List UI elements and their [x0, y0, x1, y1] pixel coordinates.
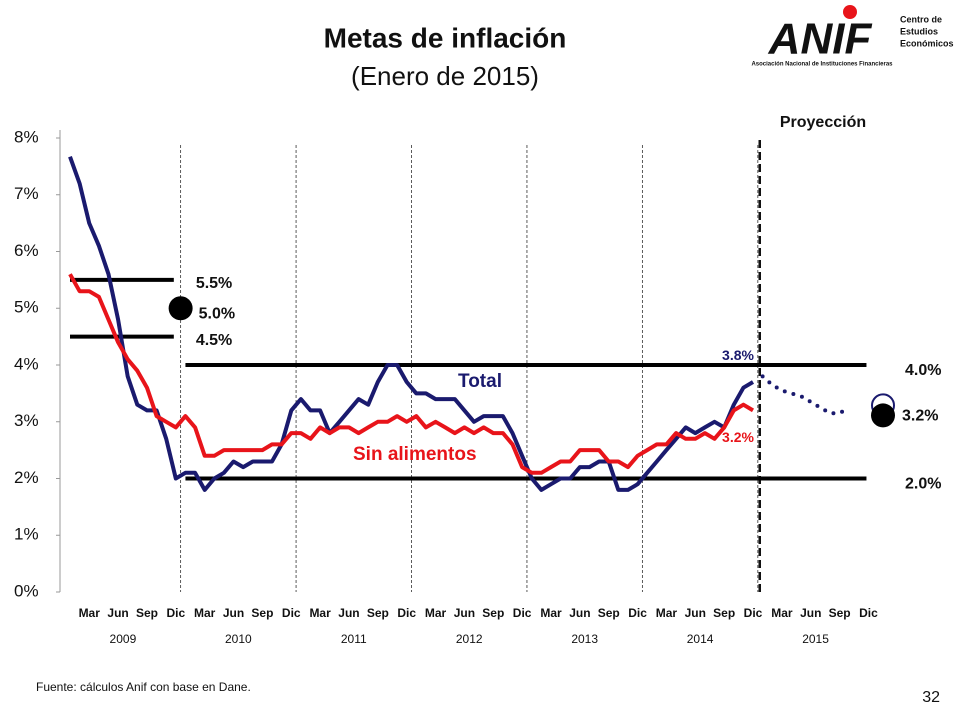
y-tick-label: 4% — [14, 354, 39, 373]
end-label: 3.2% — [722, 429, 754, 445]
x-tick-label: Mar — [309, 606, 331, 620]
x-tick-label: Mar — [656, 606, 678, 620]
y-tick-label: 6% — [14, 241, 39, 260]
x-tick-label: Dic — [513, 606, 532, 620]
target-point — [871, 403, 895, 428]
x-tick-label: Dic — [397, 606, 416, 620]
x-tick-label: Dic — [282, 606, 301, 620]
x-tick-label: Dic — [744, 606, 763, 620]
line-series — [68, 156, 755, 492]
logo-dot — [843, 5, 857, 19]
series-label: Sin alimentos — [353, 444, 477, 465]
x-tick-label: Sep — [136, 606, 158, 620]
year-label: 2009 — [110, 632, 137, 646]
x-tick-label: Sep — [598, 606, 620, 620]
target-label: 2.0% — [905, 476, 941, 493]
y-tick-label: 1% — [14, 525, 39, 544]
logo: ANIF Centro de Estudios Económicos Asoci… — [751, 5, 954, 68]
year-label: 2010 — [225, 632, 252, 646]
end-label: 3.8% — [722, 347, 754, 363]
x-tick-label: Mar — [79, 606, 101, 620]
logo-text: Estudios — [900, 26, 938, 36]
x-tick-label: Jun — [223, 606, 244, 620]
logo-tagline: Asociación Nacional de Instituciones Fin… — [751, 62, 893, 68]
chart-subtitle: (Enero de 2015) — [351, 61, 539, 91]
x-tick-label: Dic — [859, 606, 878, 620]
x-tick-label: Jun — [107, 606, 128, 620]
y-tick-label: 8% — [14, 127, 39, 146]
logo-text: Económicos — [900, 38, 954, 48]
x-tick-label: Jun — [338, 606, 359, 620]
x-tick-label: Sep — [251, 606, 273, 620]
x-tick-label: Jun — [569, 606, 590, 620]
target-label: 4.5% — [196, 332, 232, 349]
series-label: Total — [458, 371, 502, 392]
x-tick-label: Sep — [482, 606, 504, 620]
x-tick-label: Mar — [425, 606, 447, 620]
x-tick-label: Mar — [194, 606, 216, 620]
x-tick-label: Sep — [713, 606, 735, 620]
target-label: 5.5% — [196, 275, 232, 292]
x-tick-label: Jun — [454, 606, 475, 620]
x-tick-label: Jun — [800, 606, 821, 620]
line-series — [760, 374, 852, 416]
page-number: 32 — [922, 689, 940, 706]
year-label: 2014 — [687, 632, 714, 646]
y-tick-label: 2% — [14, 468, 39, 487]
y-tick-label: 0% — [14, 581, 39, 600]
target-point-label: 5.0% — [199, 305, 235, 322]
x-tick-label: Mar — [771, 606, 793, 620]
x-tick-label: Sep — [367, 606, 389, 620]
x-tick-label: Dic — [628, 606, 647, 620]
logo-name: ANIF — [768, 15, 873, 64]
x-tick-label: Dic — [166, 606, 185, 620]
year-label: 2015 — [802, 632, 829, 646]
y-tick-label: 3% — [14, 411, 39, 430]
target-label: 4.0% — [905, 362, 941, 379]
logo-text: Centro de — [900, 14, 942, 24]
x-tick-label: Mar — [540, 606, 562, 620]
source: Fuente: cálculos Anif con base en Dane. — [36, 680, 251, 694]
target-point — [168, 296, 193, 321]
line-series — [68, 273, 755, 475]
chart-title: Metas de inflación — [324, 22, 567, 53]
x-tick-label: Sep — [829, 606, 851, 620]
year-label: 2011 — [341, 632, 367, 646]
year-label: 2013 — [571, 632, 598, 646]
projection-label: Proyección — [780, 114, 866, 131]
y-tick-label: 5% — [14, 298, 39, 317]
y-tick-label: 7% — [14, 184, 39, 203]
year-label: 2012 — [456, 632, 483, 646]
x-tick-label: Jun — [685, 606, 706, 620]
target-point-label: 3.2% — [902, 408, 938, 425]
